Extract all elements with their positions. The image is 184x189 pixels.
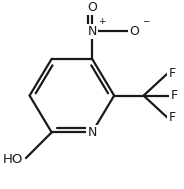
Text: +: + [98, 17, 106, 26]
Text: O: O [87, 1, 97, 14]
Text: F: F [169, 67, 176, 80]
Text: O: O [129, 25, 139, 38]
Text: N: N [87, 126, 97, 139]
Text: N: N [87, 25, 97, 38]
Text: F: F [170, 89, 177, 102]
Text: F: F [169, 111, 176, 124]
Text: −: − [142, 17, 149, 26]
Text: HO: HO [3, 153, 23, 167]
